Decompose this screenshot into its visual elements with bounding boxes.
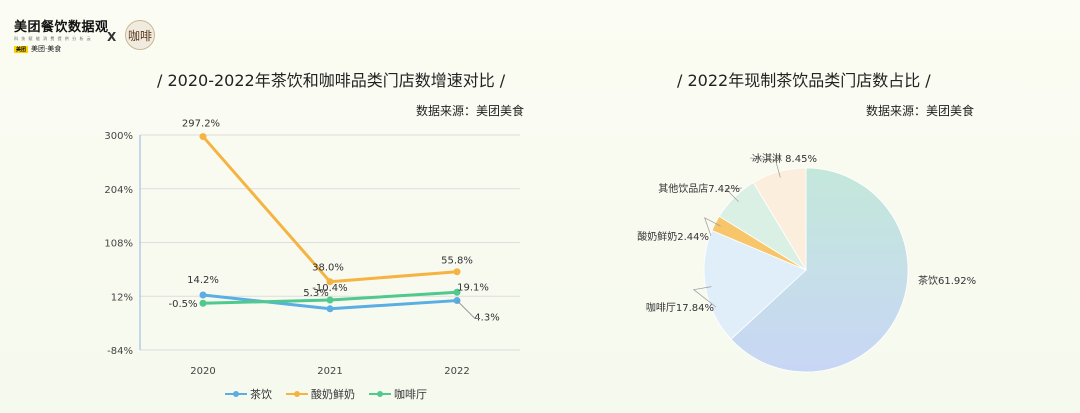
right-chart-title: / 2022年现制茶饮品类门店数占比 / (677, 71, 931, 90)
x-tick-label: 2021 (317, 366, 342, 377)
pie-label-other: 其他饮品店7.42% (658, 182, 740, 195)
y-tick-label: 300% (104, 131, 133, 142)
data-label-tea: 4.3% (474, 313, 499, 324)
pie-leader-coffee (692, 286, 717, 308)
legend-label-tea: 茶饮 (250, 388, 272, 401)
left-chart-source: 数据来源：美团美食 (416, 104, 525, 118)
data-label-coffee: 19.1% (457, 282, 489, 293)
pie-label-icecream: 冰淇淋 8.45% (752, 152, 817, 165)
line-chart-legend: 茶饮 酸奶鲜奶 咖啡厅 (225, 386, 427, 402)
data-label-tea: -10.4% (312, 283, 347, 294)
data-point-coffee (199, 299, 207, 307)
logo-x: X (107, 30, 117, 44)
y-tick-label: -84% (107, 346, 133, 357)
legend-item-yogurt[interactable]: 酸奶鲜奶 (286, 386, 355, 402)
data-point-coffee (453, 288, 461, 296)
pie-slice-tea (730, 167, 909, 373)
pie-label-coffee: 咖啡厅17.84% (646, 302, 714, 314)
right-chart-source: 数据来源：美团美食 (866, 104, 975, 118)
logo-subtitle: 科 技 赋 能 消 费 提 供 分 析 云 (14, 36, 92, 41)
meituan-badge-icon: 美团 (14, 45, 29, 53)
pie-label-tea: 茶饮61.92% (918, 274, 976, 287)
x-tick-label: 2022 (444, 366, 469, 377)
legend-swatch-tea (225, 391, 247, 397)
legend-item-coffee[interactable]: 咖啡厅 (369, 386, 427, 402)
data-label-tea: 14.2% (187, 275, 219, 286)
logo-brand: 美团 美团·美食 (14, 44, 114, 54)
pie-leader-yogurt (704, 217, 721, 237)
data-label-coffee: -0.5% (168, 299, 197, 310)
y-tick-label: 12% (111, 292, 133, 303)
data-point-yogurt (453, 268, 461, 276)
legend-item-tea[interactable]: 茶饮 (225, 386, 272, 402)
data-label-yogurt: 55.8% (441, 256, 473, 267)
legend-label-yogurt: 酸奶鲜奶 (311, 388, 355, 401)
data-label-yogurt: 297.2% (182, 119, 220, 130)
data-point-tea (326, 305, 334, 313)
x-tick-label: 2020 (190, 366, 215, 377)
data-point-coffee (326, 296, 334, 304)
logo-title: 美团餐饮数据观 (14, 20, 109, 35)
pie-leader-other (725, 187, 743, 202)
pie-leader-icecream (749, 157, 781, 178)
brand-logo: 美团餐饮数据观 科 技 赋 能 消 费 提 供 分 析 云 美团 美团·美食 (14, 16, 114, 54)
partner-logo-icon: 咖啡 (125, 20, 155, 50)
data-label-yogurt: 38.0% (312, 263, 344, 274)
legend-swatch-coffee (369, 391, 391, 397)
label-leader-line (456, 300, 479, 319)
data-point-yogurt (326, 278, 334, 286)
pie-label-yogurt: 酸奶鲜奶2.44% (637, 230, 709, 243)
left-chart-title: / 2020-2022年茶饮和咖啡品类门店数增速对比 / (157, 71, 506, 90)
legend-label-coffee: 咖啡厅 (394, 388, 427, 401)
y-tick-label: 108% (104, 239, 133, 250)
legend-swatch-yogurt (286, 391, 308, 397)
data-point-yogurt (199, 133, 207, 141)
data-point-tea (199, 291, 207, 299)
logo-brand-text: 美团·美食 (31, 45, 62, 53)
data-label-coffee: 5.3% (303, 288, 328, 299)
y-tick-label: 204% (104, 185, 133, 196)
